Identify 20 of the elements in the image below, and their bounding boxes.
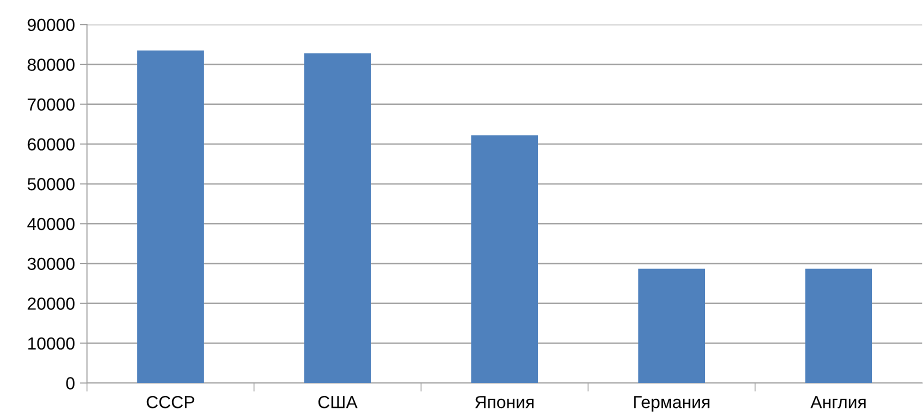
y-tick-label: 70000 bbox=[28, 98, 75, 111]
bar bbox=[137, 50, 204, 383]
x-tick-label: США bbox=[318, 396, 358, 408]
y-tick-label: 80000 bbox=[28, 58, 75, 71]
y-tick-label: 60000 bbox=[28, 138, 75, 151]
x-tick-label: Япония bbox=[475, 396, 534, 408]
bar bbox=[471, 135, 538, 383]
y-tick-label: 40000 bbox=[27, 218, 75, 230]
bar bbox=[304, 53, 371, 383]
y-tick-label: 90000 bbox=[28, 18, 75, 32]
y-tick-label: 10000 bbox=[28, 337, 75, 350]
x-tick-label: Германия bbox=[634, 396, 710, 412]
y-tick-label: 0 bbox=[66, 377, 75, 390]
y-tick-label: 30000 bbox=[28, 258, 75, 270]
x-tick-label: СССР bbox=[146, 396, 194, 408]
y-tick-label: 50000 bbox=[28, 178, 75, 190]
bar bbox=[805, 268, 872, 383]
bar bbox=[638, 268, 706, 383]
x-tick-label: Англия bbox=[810, 396, 866, 408]
y-tick-label: 20000 bbox=[28, 298, 75, 310]
